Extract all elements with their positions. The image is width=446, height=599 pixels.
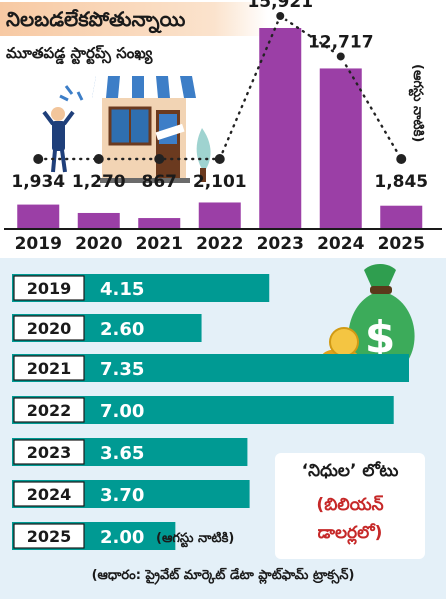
funding-year-2021: 2021 [27, 359, 72, 378]
funding-year-2024: 2024 [27, 485, 72, 504]
closures-value-2025: 1,845 [374, 172, 428, 192]
chart-title: నిలబడలేకపోతున్నాయి [0, 2, 268, 36]
closures-point-2025 [396, 154, 407, 164]
closures-point-2019 [33, 154, 44, 164]
closures-year-2020: 2020 [75, 234, 122, 254]
funding-value-2019: 4.15 [100, 279, 144, 300]
funding-year-2020: 2020 [27, 319, 72, 338]
funding-year-2019: 2019 [27, 279, 72, 298]
closures-bar-2019 [17, 204, 60, 229]
closures-value-2023: 15,921 [247, 0, 313, 12]
closures-year-2024: 2024 [317, 234, 364, 254]
closures-bar-chart: 1,934 1,270 867 2,101 15,921 12,717 1,845 2019 2… [4, 0, 442, 254]
closures-year-2025: 2025 [378, 234, 425, 254]
funding-value-2020: 2.60 [100, 319, 144, 340]
funding-2025-note: (ఆగస్టు నాటికి) [156, 531, 234, 548]
funding-year-2022: 2022 [27, 401, 72, 420]
closures-bar-2021 [138, 218, 181, 229]
closures-point-2024 [334, 50, 347, 63]
closures-bar-2022 [198, 202, 241, 229]
funding-year-box-2023 [13, 439, 85, 465]
funding-unit-line1: (బిలియన్ [316, 495, 384, 515]
closures-point-2023 [274, 9, 287, 22]
funding-year-box-2024 [13, 481, 85, 507]
funding-year-box-2020 [13, 315, 85, 341]
closures-year-2022: 2022 [196, 234, 243, 254]
source-note: (ఆధారం: ప్రైవేట్ మార్కెట్ డేటా ప్లాట్‌ఫా… [91, 568, 355, 583]
chart-subtitle: మూతపడ్డ స్టార్టప్స్ సంఖ్య [6, 44, 153, 62]
funding-title: ‘నిధుల’ లోటు [301, 461, 399, 481]
funding-unit-label: (బిలియన్ డాలర్లలో) [275, 491, 425, 547]
closures-value-2022: 2,101 [193, 172, 247, 192]
funding-unit-line2: డాలర్లలో) [317, 523, 383, 543]
closures-point-2022 [214, 154, 225, 164]
closures-bar-2024 [319, 68, 362, 229]
closures-value-2021: 867 [142, 172, 178, 192]
closures-bar-2020 [77, 212, 120, 229]
funding-year-box-2025 [13, 523, 85, 549]
closures-year-2023: 2023 [257, 234, 304, 254]
closures-value-2019: 1,934 [11, 172, 65, 192]
closures-point-2021 [154, 154, 165, 164]
funding-year-2025: 2025 [27, 527, 72, 546]
funding-bar-chart: 2019 4.15 2020 2.60 2021 7.35 2022 7.00 2023 3.65… [12, 274, 409, 550]
funding-legend-box: ‘నిధుల’ లోటు (బిలియన్ డాలర్లలో) [275, 453, 425, 559]
closures-year-2019: 2019 [15, 234, 62, 254]
funding-year-2023: 2023 [27, 443, 72, 462]
funding-year-box-2021 [13, 355, 85, 381]
funding-year-box-2022 [13, 397, 85, 423]
partial-year-note: (ఆగస్టు నాటికి) [410, 64, 425, 143]
closures-value-2020: 1,270 [72, 172, 126, 192]
closed-shop-illustration [42, 76, 211, 183]
funding-value-2023: 3.65 [100, 443, 144, 464]
funding-value-2025: 2.00 [100, 527, 144, 548]
funding-value-2022: 7.00 [100, 401, 144, 422]
closures-value-2024: 12,717 [308, 32, 374, 52]
closures-year-2021: 2021 [136, 234, 183, 254]
funding-value-2024: 3.70 [100, 485, 144, 506]
funding-value-2021: 7.35 [100, 359, 144, 380]
closures-point-2020 [93, 154, 104, 164]
closures-bar-2023 [259, 27, 302, 229]
closures-bar-2025 [380, 205, 423, 229]
funding-year-box-2019 [13, 275, 85, 301]
